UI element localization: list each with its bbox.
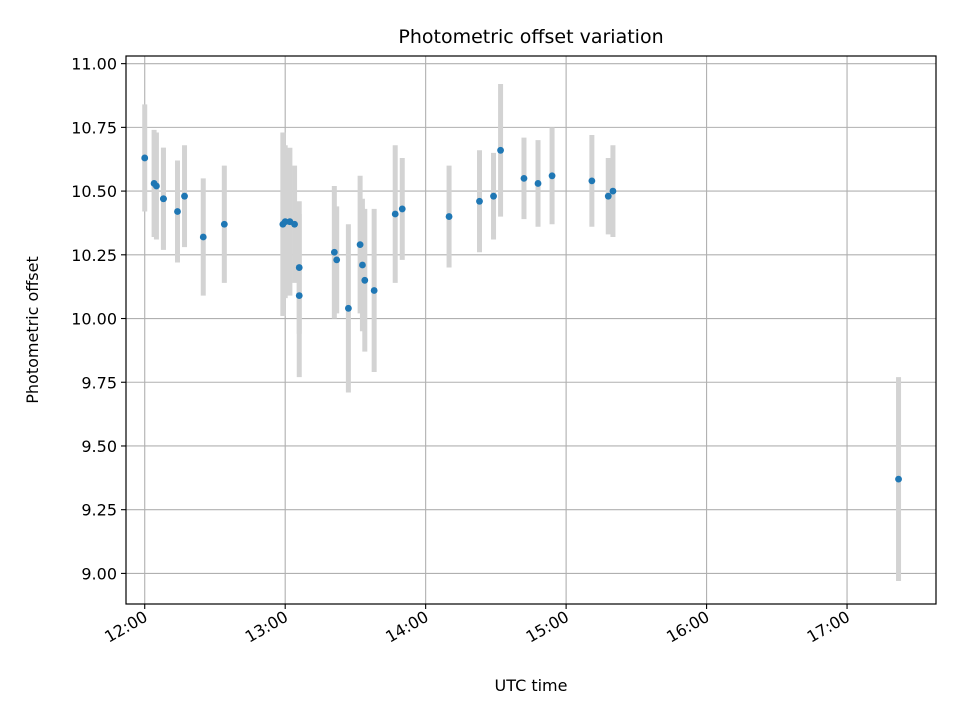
data-point (160, 195, 167, 203)
data-point (181, 192, 188, 200)
data-point (497, 146, 504, 154)
data-point (548, 172, 556, 180)
data-point (604, 192, 612, 200)
data-point (490, 192, 497, 200)
data-point (359, 261, 366, 269)
y-tick-label: 9.25 (81, 501, 117, 520)
y-tick-label: 9.75 (81, 373, 117, 392)
data-point (333, 256, 341, 264)
data-point (476, 197, 483, 205)
y-tick-label: 10.25 (71, 246, 117, 265)
data-point (199, 233, 207, 241)
data-point (520, 174, 528, 182)
y-tick-label: 10.75 (71, 118, 117, 137)
data-point (220, 220, 228, 228)
grid (126, 56, 936, 604)
data-point (141, 154, 149, 162)
data-point (356, 241, 364, 249)
y-tick-label: 11.00 (71, 55, 117, 74)
y-tick-label: 10.00 (71, 310, 117, 329)
data-point (153, 182, 160, 190)
chart-title: Photometric offset variation (398, 26, 663, 48)
data-point (281, 218, 289, 226)
data-point (344, 304, 352, 312)
data-point (295, 292, 303, 299)
data-point (391, 210, 399, 218)
data-point (534, 180, 542, 187)
data-point (398, 205, 406, 213)
y-tick-label: 9.50 (81, 437, 117, 456)
data-point (588, 177, 596, 185)
data-point (174, 208, 181, 215)
x-axis-title: UTC time (495, 676, 568, 695)
data-points (141, 146, 902, 483)
data-point (445, 213, 453, 220)
y-axis-title: Photometric offset (23, 256, 42, 404)
y-tick-label: 10.50 (71, 182, 117, 201)
plot-frame (125, 55, 937, 605)
data-point (330, 248, 338, 256)
data-point (370, 287, 378, 294)
y-axis: 9.00 9.25 9.50 9.75 10.00 10.25 10.50 10.75 11.0… (71, 55, 126, 583)
data-point (895, 475, 902, 483)
y-tick-label: 9.00 (81, 564, 117, 583)
data-point (361, 276, 369, 284)
data-point (609, 187, 617, 195)
data-point (295, 264, 303, 271)
data-point (291, 220, 298, 228)
